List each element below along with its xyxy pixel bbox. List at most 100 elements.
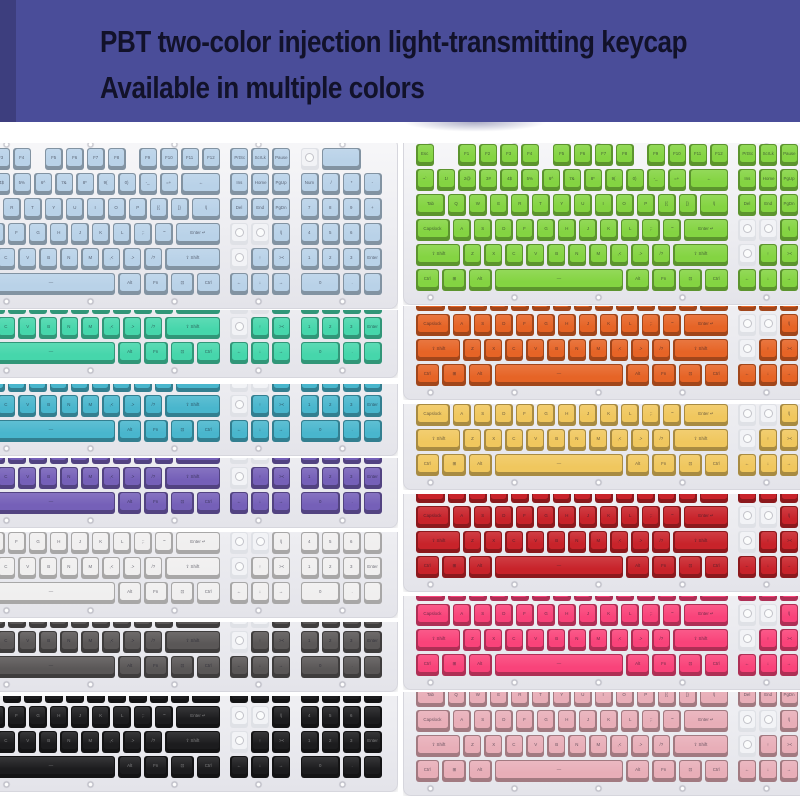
keycap: '" xyxy=(154,310,173,314)
keycap-top: — xyxy=(0,657,114,674)
keycap: J xyxy=(70,622,89,628)
keycap: F3 xyxy=(500,144,518,166)
keycap-legend: Enter ↵ xyxy=(190,712,206,718)
keycap-top: 7& xyxy=(56,174,72,191)
row-spacer xyxy=(293,532,300,533)
keycap: N xyxy=(568,735,587,757)
keycap: ↑ xyxy=(759,629,778,651)
keycap-legend: Alt xyxy=(635,562,641,568)
keycap: ;: xyxy=(641,604,660,626)
keycap-top: F8 xyxy=(617,145,632,162)
keycap-top: D xyxy=(0,458,4,460)
tray-dimples xyxy=(0,680,375,689)
keycap-legend: T xyxy=(539,692,542,697)
keycap: Enter ↵ xyxy=(683,219,728,241)
keycap-top: W xyxy=(470,494,485,499)
keycap: Enter xyxy=(363,467,382,489)
keycap-top: I xyxy=(88,199,103,216)
keycap-top: F9 xyxy=(648,145,664,162)
keycap: L xyxy=(112,706,131,728)
keycap-top: ⇧ Shift xyxy=(166,468,219,485)
keycap-top: PgDn xyxy=(781,596,797,597)
keycap: ⊡ xyxy=(170,492,194,514)
keycap: → xyxy=(780,654,799,676)
keycap: 6 xyxy=(342,532,361,554)
keycap: ]} xyxy=(678,306,697,311)
keycap: ↑ xyxy=(759,531,778,553)
keycap-top: End xyxy=(760,195,776,212)
keycap-legend: ↑ xyxy=(767,345,770,351)
keycap-legend: Ctrl xyxy=(204,662,212,668)
keycap-top: Ctrl xyxy=(706,270,727,287)
keycap: M xyxy=(589,735,608,757)
keycap-legend: + xyxy=(371,204,374,210)
keycap-top: Alt xyxy=(470,270,491,287)
empty-keycap-socket xyxy=(251,532,270,554)
keycap-top: Alt xyxy=(119,421,140,438)
keycap: F xyxy=(515,219,534,241)
keycap-legend: J xyxy=(586,610,589,616)
keycap-top: PgDn xyxy=(273,199,289,216)
keycap-legend: X xyxy=(491,537,495,543)
keycap: M xyxy=(589,244,608,266)
empty-keycap-socket xyxy=(738,404,757,426)
keycap-top: ⊞ xyxy=(443,655,464,672)
keycap-top: 5 xyxy=(323,224,339,241)
keycap: ⊞ xyxy=(442,269,466,291)
keycap-top: /? xyxy=(145,732,161,749)
keycap: Enter ↵ xyxy=(683,710,728,732)
keycap-legend: — xyxy=(48,588,54,594)
keycap-top xyxy=(365,421,381,438)
keycap-top: 0 xyxy=(302,757,339,774)
keycap-top: → xyxy=(781,557,797,574)
keycap-legend: Fn xyxy=(153,498,159,504)
keycap: ⇧ Shift xyxy=(416,735,461,757)
keycap-legend: V xyxy=(533,741,537,747)
keycap: ,< xyxy=(102,631,121,653)
keycap: R xyxy=(510,306,529,311)
keycap-legend: V xyxy=(533,635,537,641)
empty-keycap-socket xyxy=(738,506,757,528)
keycap-top: Ctrl xyxy=(198,757,219,774)
keycap: \| xyxy=(699,194,728,216)
keycap-top: Ctrl xyxy=(417,761,438,778)
keycap: N xyxy=(568,339,587,361)
keycap: V xyxy=(18,467,37,489)
keycap-legend: 2 xyxy=(329,637,332,643)
keycap-top: D xyxy=(496,315,512,332)
row-spacer xyxy=(223,631,230,632)
keycap-legend: .> xyxy=(638,345,643,351)
keycap-top: G xyxy=(30,224,46,241)
keycap-legend: ↓ xyxy=(259,426,262,432)
keycap-top: F xyxy=(517,405,533,422)
keycap: ↓ xyxy=(759,269,778,291)
keycap: ← xyxy=(181,173,220,195)
keycap: K xyxy=(599,710,618,732)
keycap-top: Fn xyxy=(145,757,166,774)
empty-keycap-socket xyxy=(230,631,249,653)
keycap-top: K xyxy=(93,707,109,724)
keycap-top: /? xyxy=(653,245,669,262)
keycap-legend: N xyxy=(575,345,579,351)
keycap: ← xyxy=(738,654,757,676)
keycap-legend: C xyxy=(4,254,8,260)
keycap: Enter ↵ xyxy=(683,604,728,626)
keycap-legend: Capslock xyxy=(423,410,442,416)
keycap: K xyxy=(91,706,110,728)
empty-keycap-socket xyxy=(230,384,249,392)
keycap-legend: W xyxy=(475,200,480,206)
keycap-top: Del xyxy=(231,199,247,216)
keycap-legend: \| xyxy=(788,610,791,616)
keycap-legend: Fn xyxy=(153,762,159,768)
keycap-legend: 1! xyxy=(444,175,448,181)
keycap-top: L xyxy=(114,707,130,724)
keycap-top: M xyxy=(82,558,98,575)
keycap: T xyxy=(531,306,550,311)
keycap: [{ xyxy=(657,494,676,503)
keycap-legend: Del xyxy=(744,200,751,206)
keycap-top: → xyxy=(273,757,289,774)
keycap-row: ~`1!2@3#4$5%6^7&8*9(0)-_=+←InsHomePgUpNu… xyxy=(0,173,385,195)
keycap-top: ⇧ Shift xyxy=(417,430,459,447)
